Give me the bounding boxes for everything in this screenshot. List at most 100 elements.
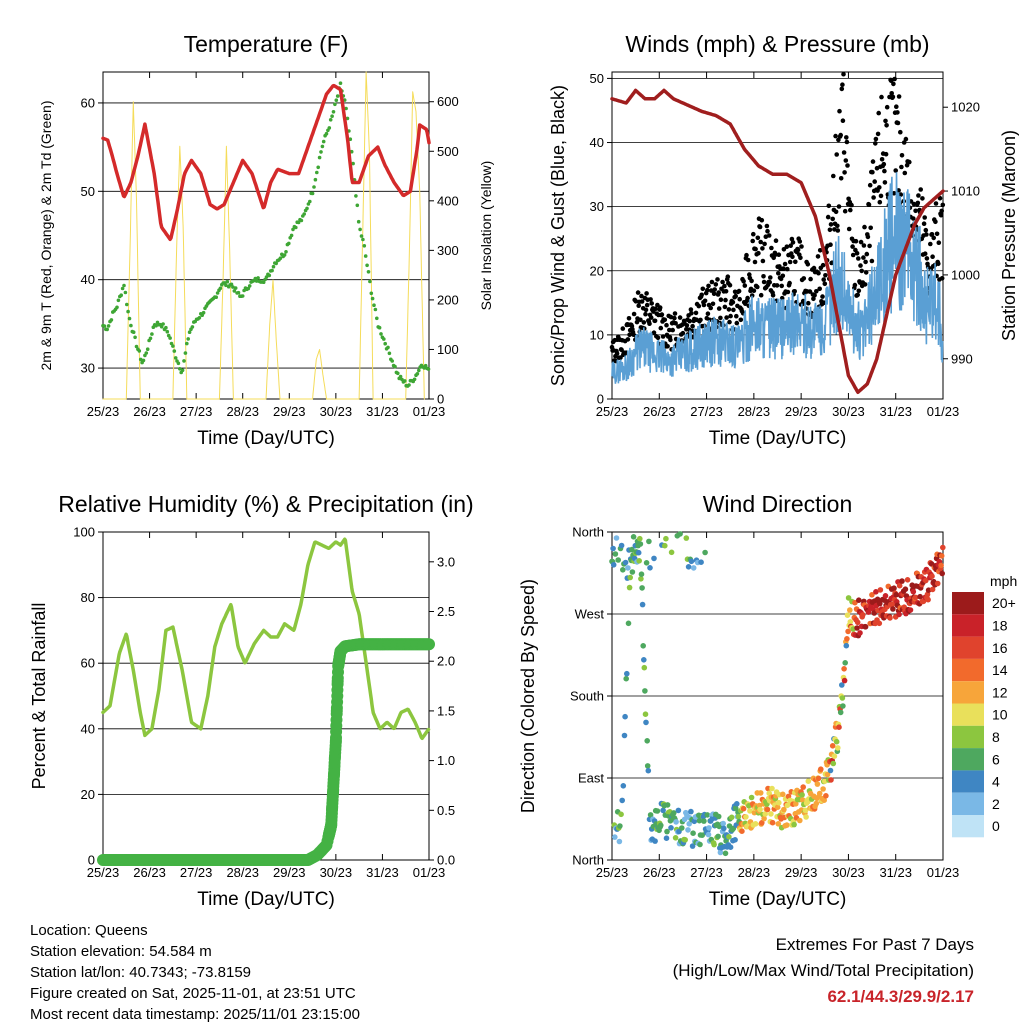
y-tick-label: 10 — [590, 327, 604, 342]
gust-point — [933, 201, 939, 206]
gust-point — [842, 208, 848, 214]
gust-point — [844, 135, 849, 140]
gust-point — [798, 255, 803, 261]
dewpoint-point — [168, 336, 172, 340]
y2-tick-label: 2.0 — [437, 654, 455, 669]
plot-frame — [102, 531, 430, 861]
direction-point — [893, 591, 900, 598]
gust-point — [747, 272, 752, 277]
y-tick-label: East — [578, 771, 604, 786]
dewpoint-point — [137, 349, 142, 353]
gust-point — [920, 196, 925, 201]
gust-point — [849, 202, 854, 208]
gust-point — [659, 312, 665, 317]
direction-point — [672, 835, 679, 841]
gust-point — [734, 313, 739, 319]
gust-point — [745, 257, 751, 263]
gust-point — [922, 215, 927, 220]
direction-point — [691, 818, 698, 825]
gust-point — [877, 185, 882, 190]
gust-point — [854, 251, 860, 256]
gust-point — [837, 108, 842, 114]
direction-point — [830, 760, 837, 767]
legend-swatch — [952, 815, 984, 838]
direction-point — [726, 834, 732, 840]
direction-point — [626, 584, 633, 591]
dewpoint-point — [176, 361, 181, 366]
gust-point — [718, 315, 723, 321]
gust-point — [696, 303, 702, 309]
direction-point — [622, 559, 629, 566]
direction-point — [668, 549, 675, 556]
dewpoint-point — [131, 330, 136, 335]
direction-point — [688, 558, 695, 565]
direction-point — [799, 797, 806, 803]
gust-point — [752, 259, 758, 265]
direction-point — [705, 831, 712, 838]
direction-point — [902, 586, 909, 592]
gust-point — [844, 139, 850, 145]
dewpoint-point — [386, 345, 390, 350]
direction-point — [877, 587, 884, 593]
y2-tick-label: 1010 — [951, 184, 980, 199]
gust-point — [711, 291, 717, 297]
dewpoint-point — [267, 273, 272, 278]
direction-point — [815, 775, 822, 782]
gust-point — [723, 289, 729, 294]
gust-point — [876, 110, 881, 116]
dewpoint-point — [370, 296, 375, 301]
direction-point — [683, 535, 690, 541]
gust-point — [730, 300, 736, 305]
direction-point — [938, 553, 945, 559]
dewpoint-point — [187, 330, 192, 335]
dewpoint-point — [359, 234, 364, 238]
gust-point — [823, 273, 828, 278]
dewpoint-point — [308, 199, 312, 204]
dewpoint-point — [186, 337, 190, 341]
gust-point — [895, 110, 900, 115]
direction-point — [816, 790, 823, 797]
gust-point — [840, 82, 845, 87]
gust-point — [878, 193, 884, 199]
gust-point — [765, 228, 770, 234]
gust-point — [863, 270, 869, 275]
gust-point — [648, 315, 654, 320]
dewpoint-point — [122, 283, 126, 288]
direction-point — [761, 815, 767, 822]
gust-point — [870, 159, 876, 164]
gust-point — [893, 168, 898, 173]
dewpoint-point — [361, 237, 365, 242]
direction-point — [640, 643, 646, 649]
direction-point — [813, 800, 820, 807]
humidity-line — [101, 537, 431, 741]
x-tick-label: 30/23 — [832, 865, 865, 880]
gust-point — [734, 320, 740, 326]
dewpoint-point — [190, 325, 195, 329]
dewpoint-point — [415, 372, 420, 376]
gust-point — [795, 247, 801, 253]
gust-point — [762, 241, 767, 247]
dewpoint-point — [264, 275, 269, 279]
gust-point — [627, 332, 632, 338]
gust-point — [911, 216, 916, 221]
dewpoint-point — [373, 307, 378, 312]
direction-point — [784, 822, 790, 828]
legend-swatch — [952, 703, 984, 726]
gust-point — [841, 71, 846, 77]
legend-swatch — [952, 725, 984, 749]
direction-point — [769, 785, 775, 792]
gust-point — [626, 316, 632, 321]
direction-point — [642, 688, 648, 694]
gust-point — [634, 319, 640, 325]
gust-point — [770, 293, 776, 298]
direction-point — [617, 823, 623, 829]
gust-point — [662, 317, 668, 323]
gust-point — [825, 214, 831, 220]
direction-point — [652, 838, 658, 844]
dewpoint-point — [383, 341, 388, 346]
gust-point — [902, 170, 908, 176]
gust-point — [639, 299, 645, 304]
legend-label: 2 — [992, 796, 1000, 812]
gust-point — [852, 282, 858, 288]
gust-point — [815, 254, 821, 259]
